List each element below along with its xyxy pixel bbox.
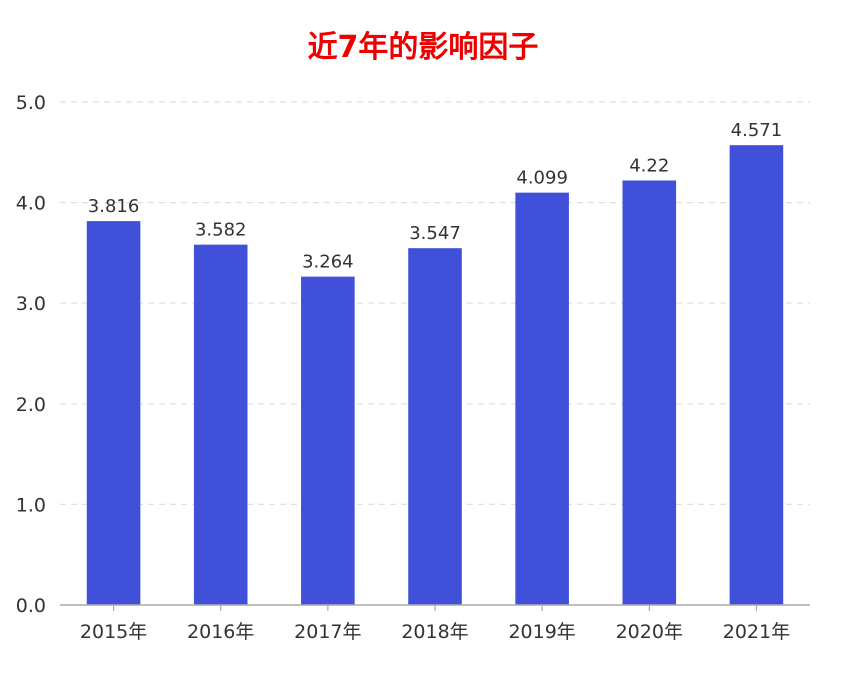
data-label: 3.264: [302, 252, 354, 273]
x-tick-label: 2021年: [723, 621, 790, 643]
bars: [86, 145, 784, 605]
bar: [408, 248, 462, 605]
bar: [86, 221, 141, 605]
chart-title: 近7年的影响因子: [307, 30, 539, 65]
y-tick-label: 1.0: [16, 494, 46, 516]
x-tick-label: 2020年: [616, 621, 683, 643]
data-label: 3.582: [195, 220, 247, 241]
data-label: 4.571: [731, 120, 783, 141]
data-label: 4.22: [629, 155, 669, 176]
x-tick-label: 2015年: [80, 621, 147, 643]
axes: 0.0 1.0 2.0 3.0 4.0 5.0 2015年 2016年 2017年 2018年 20…: [16, 92, 810, 643]
bar: [515, 192, 569, 605]
x-tick-label: 2019年: [508, 621, 575, 643]
bar: [622, 180, 677, 605]
y-tick-label: 5.0: [16, 92, 46, 114]
bar: [193, 244, 248, 605]
x-tick-label: 2016年: [187, 621, 254, 643]
bar: [301, 276, 355, 605]
data-labels: 3.816 3.582 3.264 3.547 4.099 4.22 4.571: [88, 120, 782, 272]
data-label: 3.547: [409, 223, 461, 244]
y-tick-label: 4.0: [16, 193, 46, 215]
x-tick-label: 2017年: [294, 621, 361, 643]
x-tick-label: 2018年: [401, 621, 468, 643]
data-label: 4.099: [516, 168, 568, 189]
y-tick-label: 3.0: [16, 293, 46, 315]
y-tick-label: 2.0: [16, 394, 46, 416]
data-label: 3.816: [88, 196, 140, 217]
y-tick-label: 0.0: [16, 595, 46, 617]
bar: [729, 145, 784, 605]
